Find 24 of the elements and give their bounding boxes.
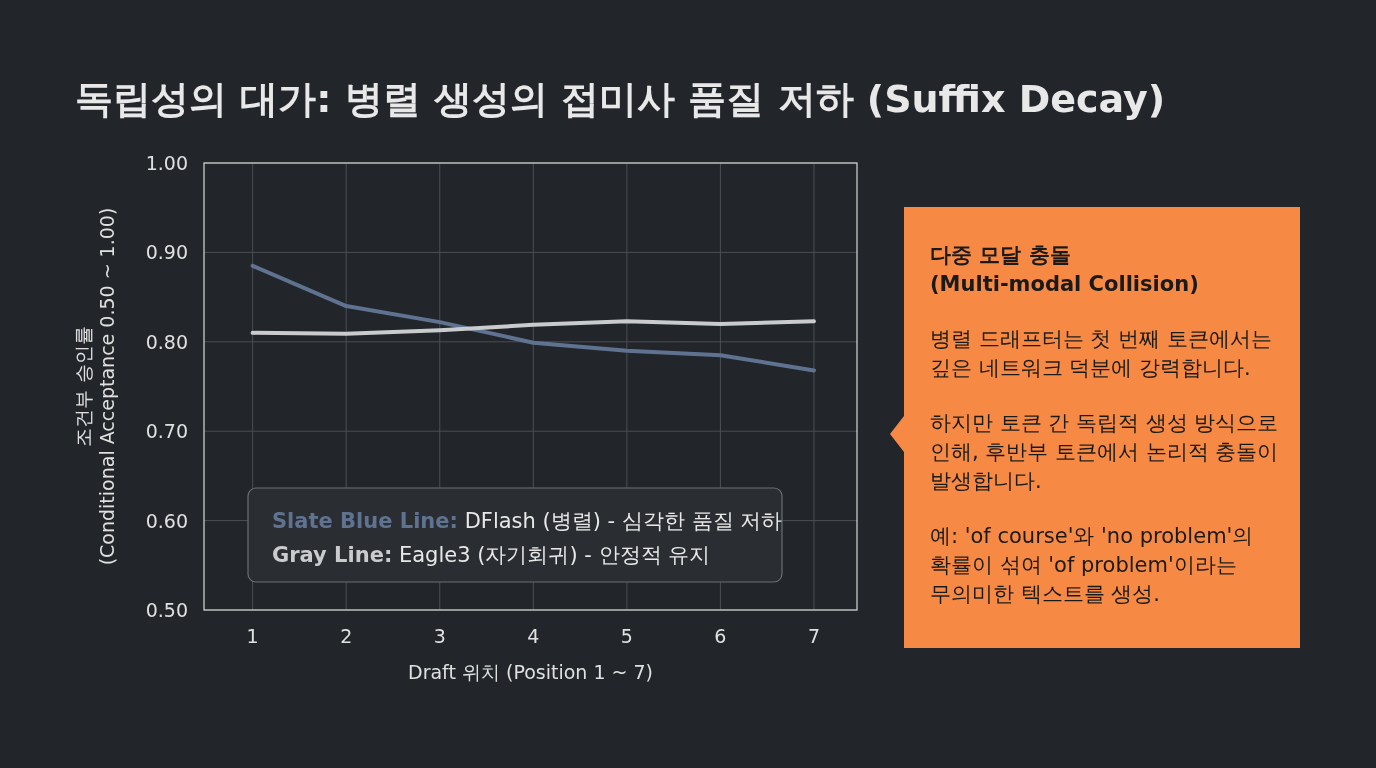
line-series [250,263,816,373]
text: Slate Blue Line: DFlash (병렬) - 심각한 품질 저하 [272,509,783,533]
y-axis-title: 조건부 승인률 (Conditional Acceptance 0.50 ~ 1.00) [72,207,118,566]
x-tick-label: 2 [340,625,353,647]
y-tick-label: 0.60 [145,509,188,532]
text: 하지만 토큰 간 독립적 생성 방식으로 인해, 후반부 토큰에서 논리적 충돌이 발생합니다. [930,411,1279,493]
text: 다중 모달 충돌 (Multi-modal Collision) [930,243,1199,296]
x-tick-label: 1 [246,625,259,647]
x-tick-label: 7 [807,625,821,647]
text: 예: 'of course'와 'no problem'의 확률이 섞여 'of problem'이라는 무의미한 텍스트를 생성. [930,524,1254,606]
x-tick-label: 3 [433,625,446,647]
x-tick-label: 6 [714,625,727,647]
y-tick-label: 0.70 [145,420,188,443]
text: 병렬 드래프터는 첫 번째 토큰에서는 깊은 네트워크 덕분에 강력합니다. [930,327,1272,380]
text: Gray Line: Eagle3 (자기회귀) - 안정적 유지 [272,543,711,567]
y-tick-label: 0.80 [145,330,188,353]
line-series [250,319,816,336]
y-tick-label: 0.50 [145,599,188,621]
x-tick-label: 5 [620,625,633,647]
chart-title: 독립성의 대가: 병렬 생성의 접미사 품질 저하 (Suffix Decay) [75,77,1166,121]
y-tick-label: 0.90 [145,241,188,264]
x-tick-label: 4 [527,625,540,647]
x-axis-title: Draft 위치 (Position 1 ~ 7) [408,661,653,683]
y-tick-label: 1.00 [145,152,188,174]
